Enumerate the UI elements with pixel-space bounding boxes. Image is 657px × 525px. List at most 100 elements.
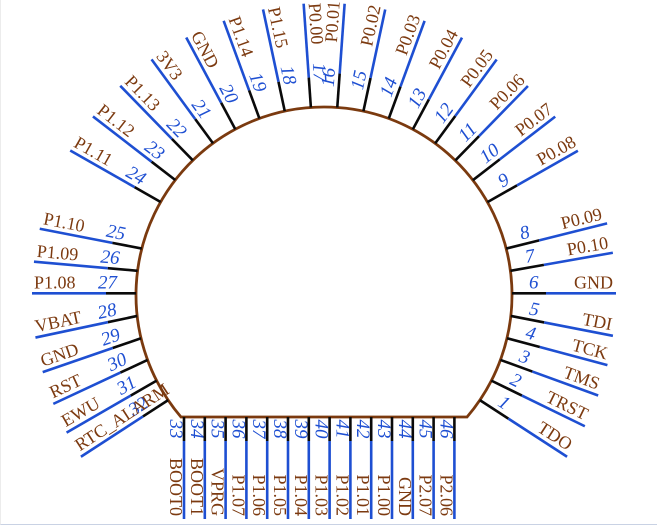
pin-number: 10 bbox=[476, 139, 504, 168]
pin-number: 30 bbox=[103, 349, 130, 377]
pin-lead-line bbox=[185, 36, 223, 104]
pin-40: 40 P1.03 bbox=[311, 417, 332, 519]
pin-number: 8 bbox=[518, 222, 533, 245]
pin-17: 17 P0.00 bbox=[302, 2, 330, 108]
pin-lead-line bbox=[112, 241, 143, 250]
pin-lead-line bbox=[150, 58, 197, 120]
pin-number: 36 bbox=[227, 419, 248, 440]
pin-name: P0.01 bbox=[321, 0, 344, 43]
pin-number: 1 bbox=[494, 392, 513, 415]
pin-lead-line bbox=[387, 86, 402, 119]
pin-name: P1.01 bbox=[353, 474, 373, 516]
pin-lead-line bbox=[194, 118, 215, 145]
pin-27: 27 P1.08 bbox=[32, 272, 137, 295]
pin-number: 35 bbox=[207, 419, 228, 439]
pin-lead-line bbox=[261, 9, 280, 83]
pin-lead-line bbox=[130, 379, 158, 397]
pin-lead-line bbox=[486, 184, 518, 204]
pin-lead-line bbox=[369, 9, 387, 79]
chip-body bbox=[134, 105, 514, 419]
pin-name: BOOT0 bbox=[166, 458, 186, 516]
pin-lead-line bbox=[107, 266, 138, 273]
pin-46: 46 P2.06 bbox=[435, 417, 456, 519]
pin-number: 7 bbox=[524, 245, 538, 268]
pin-lead-line bbox=[302, 3, 311, 78]
pin-number: 41 bbox=[331, 420, 352, 439]
pin-lead-line bbox=[399, 20, 426, 88]
pin-26: 26 P1.09 bbox=[33, 241, 138, 273]
pin-number: 46 bbox=[435, 420, 456, 440]
pin-lead-line bbox=[543, 251, 614, 267]
pin-name: TCK bbox=[570, 335, 610, 364]
pin-36: 36 P1.07 bbox=[227, 417, 248, 519]
pin-5: 5 TDI bbox=[510, 299, 614, 338]
pin-lead-line bbox=[427, 37, 464, 100]
pin-lead-line bbox=[107, 314, 138, 324]
pin-name: P2.07 bbox=[416, 474, 436, 516]
pin-number: 13 bbox=[404, 85, 431, 112]
pin-number: 11 bbox=[454, 119, 481, 146]
pin-16: 16 P0.01 bbox=[318, 0, 346, 108]
pin-38: 38 P1.05 bbox=[269, 417, 290, 519]
pin-45: 45 P2.07 bbox=[415, 417, 436, 519]
pin-lead-line bbox=[119, 358, 149, 374]
pin-number: 2 bbox=[507, 369, 525, 392]
pin-number: 4 bbox=[523, 322, 538, 345]
pin-lead-line bbox=[505, 239, 540, 250]
pin-number: 9 bbox=[494, 169, 513, 192]
pin-lead-line bbox=[277, 81, 287, 112]
pin-lead-line bbox=[222, 20, 251, 91]
pin-lead-line bbox=[531, 370, 599, 397]
pin-name: P1.15 bbox=[264, 5, 292, 50]
pin-lead-line bbox=[454, 135, 480, 162]
pin-name: BOOT1 bbox=[187, 458, 207, 516]
pin-number: 42 bbox=[352, 420, 373, 440]
pin-number: 28 bbox=[96, 299, 119, 324]
pin-number: 3 bbox=[515, 346, 532, 369]
pin-number: 16 bbox=[318, 67, 340, 88]
pin-number: 18 bbox=[276, 64, 301, 87]
pin-lead-line bbox=[510, 263, 545, 273]
pin-number: 17 bbox=[308, 62, 330, 84]
pin-lead-line bbox=[510, 314, 545, 324]
pin-name: VPRG bbox=[208, 468, 228, 516]
pin-number: 24 bbox=[122, 162, 149, 190]
pin-lead-line bbox=[362, 77, 372, 112]
pin-name: P0.02 bbox=[356, 3, 384, 48]
pin-name: P1.05 bbox=[270, 474, 290, 516]
pin-15: 15 P0.02 bbox=[347, 3, 387, 112]
pin-lead-line bbox=[507, 417, 568, 458]
pin-number: 5 bbox=[528, 299, 541, 321]
pin-lead-line bbox=[543, 321, 614, 338]
pin-number: 6 bbox=[529, 272, 539, 293]
pin-number: 45 bbox=[415, 420, 436, 439]
pin-name: P0.09 bbox=[559, 204, 604, 233]
pin-name: P1.10 bbox=[42, 208, 87, 236]
pin-name: P1.04 bbox=[291, 474, 311, 516]
pin-lead-line bbox=[516, 149, 579, 187]
pin-lead-line bbox=[247, 89, 261, 119]
pin-number: 37 bbox=[248, 419, 269, 441]
pin-number: 15 bbox=[347, 69, 372, 92]
pin-number: 27 bbox=[98, 272, 119, 293]
pin-lead-line bbox=[454, 58, 498, 117]
pin-name: P1.09 bbox=[36, 241, 79, 265]
pin-name: P1.02 bbox=[332, 474, 352, 516]
pin-lead-line bbox=[65, 394, 132, 434]
pin-35: 35 VPRG bbox=[207, 417, 228, 519]
pin-number: 22 bbox=[162, 114, 191, 143]
pin-lead-line bbox=[307, 77, 313, 108]
pin-name: P0.00 bbox=[305, 2, 328, 45]
pin-33: 33 BOOT0 bbox=[165, 417, 186, 519]
pin-lead-line bbox=[411, 98, 431, 130]
pin-lead-line bbox=[39, 227, 113, 245]
pin-lead-line bbox=[479, 399, 510, 420]
pin-name: P1.08 bbox=[34, 272, 76, 292]
pin-number: 33 bbox=[165, 419, 186, 439]
pin-name: P1.06 bbox=[249, 474, 269, 516]
pin-lead-line bbox=[338, 3, 346, 74]
pin-number: 21 bbox=[187, 95, 215, 123]
